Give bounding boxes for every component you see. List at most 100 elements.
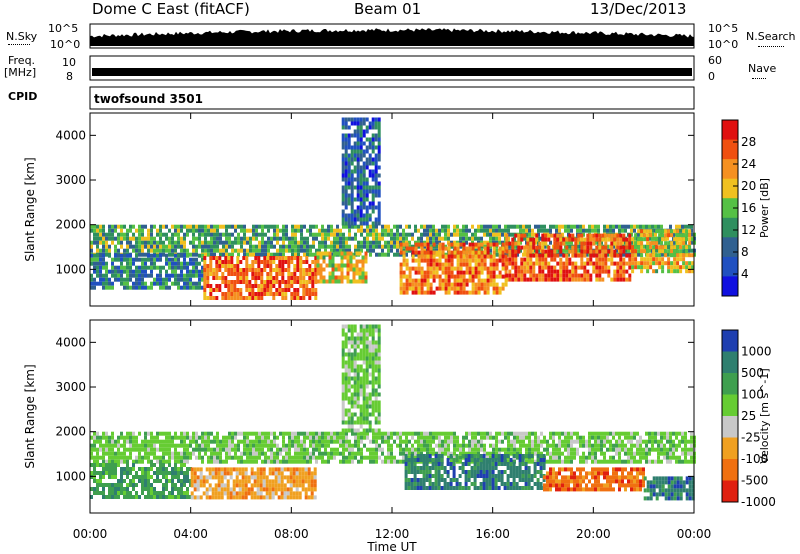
- data-cell-0-2: [314, 296, 318, 300]
- data-cell-0-4: [468, 266, 472, 271]
- data-cell-0-0: [354, 236, 357, 241]
- data-cell-0-2: [302, 296, 306, 300]
- data-cell-1-0: [477, 431, 480, 436]
- data-cell-1-0: [213, 439, 216, 444]
- data-cell-0-6: [688, 245, 692, 250]
- data-cell-0-0: [381, 224, 384, 229]
- data-cell-0-0: [141, 240, 144, 245]
- data-cell-0-0: [420, 224, 423, 229]
- data-cell-0-3: [343, 263, 347, 268]
- data-cell-1-0: [402, 455, 405, 460]
- data-cell-1-0: [474, 451, 477, 456]
- data-cell-1-1: [117, 487, 120, 491]
- data-cell-1-0: [612, 443, 615, 448]
- data-cell-0-0: [144, 252, 147, 257]
- data-cell-1-0: [498, 451, 501, 456]
- data-cell-1-1: [138, 479, 141, 483]
- data-cell-0-0: [582, 228, 585, 233]
- data-cell-1-2: [256, 487, 260, 492]
- data-cell-0-0: [108, 228, 111, 233]
- data-cell-0-1: [183, 273, 186, 278]
- data-cell-0-0: [204, 244, 207, 249]
- data-cell-0-2: [278, 288, 282, 292]
- data-cell-0-6: [661, 265, 665, 270]
- data-cell-1-0: [642, 455, 645, 460]
- data-cell-0-5: [511, 241, 515, 246]
- data-cell-0-4: [438, 250, 442, 255]
- data-cell-1-0: [330, 455, 333, 460]
- data-cell-0-0: [405, 252, 408, 257]
- data-cell-0-0: [204, 252, 207, 257]
- data-cell-0-0: [402, 232, 405, 237]
- data-cell-1-0: [234, 455, 237, 460]
- data-cell-0-5: [619, 241, 623, 246]
- data-cell-1-0: [531, 443, 534, 448]
- data-cell-1-1: [96, 483, 99, 487]
- data-cell-1-0: [564, 455, 567, 460]
- data-cell-1-0: [375, 447, 378, 452]
- data-cell-0-3: [358, 279, 362, 284]
- data-cell-1-0: [261, 459, 264, 464]
- data-cell-1-1: [120, 491, 123, 495]
- data-cell-0-0: [405, 224, 408, 229]
- data-cell-0-0: [222, 244, 225, 249]
- data-cell-0-5: [583, 261, 587, 266]
- data-cell-0-0: [162, 248, 165, 253]
- data-cell-0-4: [420, 246, 424, 251]
- data-cell-0-7: [344, 133, 348, 138]
- data-cell-1-2: [220, 467, 224, 472]
- data-cell-1-0: [615, 451, 618, 456]
- data-cell-0-0: [294, 240, 297, 245]
- data-cell-1-2: [217, 487, 221, 492]
- data-cell-0-4: [492, 286, 496, 291]
- data-cell-1-0: [117, 443, 120, 448]
- data-cell-0-4: [474, 254, 478, 259]
- data-cell-0-4: [402, 270, 406, 275]
- data-cell-0-1: [96, 253, 99, 258]
- data-cell-0-6: [679, 269, 683, 274]
- colorbar-tick-label: 24: [741, 157, 756, 171]
- data-cell-0-1: [177, 253, 180, 258]
- data-cell-1-2: [244, 495, 248, 500]
- data-cell-0-0: [204, 224, 207, 229]
- data-cell-1-0: [120, 443, 123, 448]
- data-cell-0-7: [371, 145, 375, 150]
- data-cell-0-0: [333, 228, 336, 233]
- data-cell-1-0: [654, 431, 657, 436]
- data-cell-0-3: [340, 271, 344, 276]
- data-cell-1-1: [147, 479, 150, 483]
- data-cell-1-0: [492, 447, 495, 452]
- data-cell-1-0: [204, 435, 207, 440]
- data-cell-0-1: [108, 285, 111, 290]
- data-cell-1-0: [528, 443, 531, 448]
- data-cell-1-0: [486, 435, 489, 440]
- data-cell-0-0: [213, 228, 216, 233]
- data-cell-1-0: [651, 459, 654, 464]
- data-cell-0-2: [203, 276, 207, 280]
- data-cell-0-7: [368, 125, 372, 130]
- data-cell-0-5: [523, 249, 527, 254]
- data-cell-0-0: [267, 228, 270, 233]
- data-cell-0-5: [598, 245, 602, 250]
- data-cell-0-5: [520, 277, 524, 282]
- data-cell-0-5: [619, 261, 623, 266]
- data-cell-0-5: [607, 237, 611, 242]
- data-cell-0-2: [284, 260, 288, 264]
- data-cell-0-5: [505, 245, 509, 250]
- data-cell-0-5: [556, 233, 560, 238]
- data-cell-0-6: [658, 257, 662, 262]
- data-cell-0-7: [350, 189, 354, 194]
- data-cell-1-0: [510, 439, 513, 444]
- data-cell-0-2: [215, 272, 219, 276]
- data-cell-0-4: [468, 262, 472, 267]
- data-cell-0-0: [186, 224, 189, 229]
- data-cell-0-7: [368, 153, 372, 158]
- data-cell-1-0: [276, 443, 279, 448]
- data-cell-0-0: [90, 248, 93, 253]
- data-cell-1-1: [102, 483, 105, 487]
- data-cell-0-2: [287, 256, 291, 260]
- data-cell-0-0: [246, 228, 249, 233]
- data-cell-0-0: [450, 244, 453, 249]
- data-cell-0-5: [568, 277, 572, 282]
- data-cell-0-0: [369, 248, 372, 253]
